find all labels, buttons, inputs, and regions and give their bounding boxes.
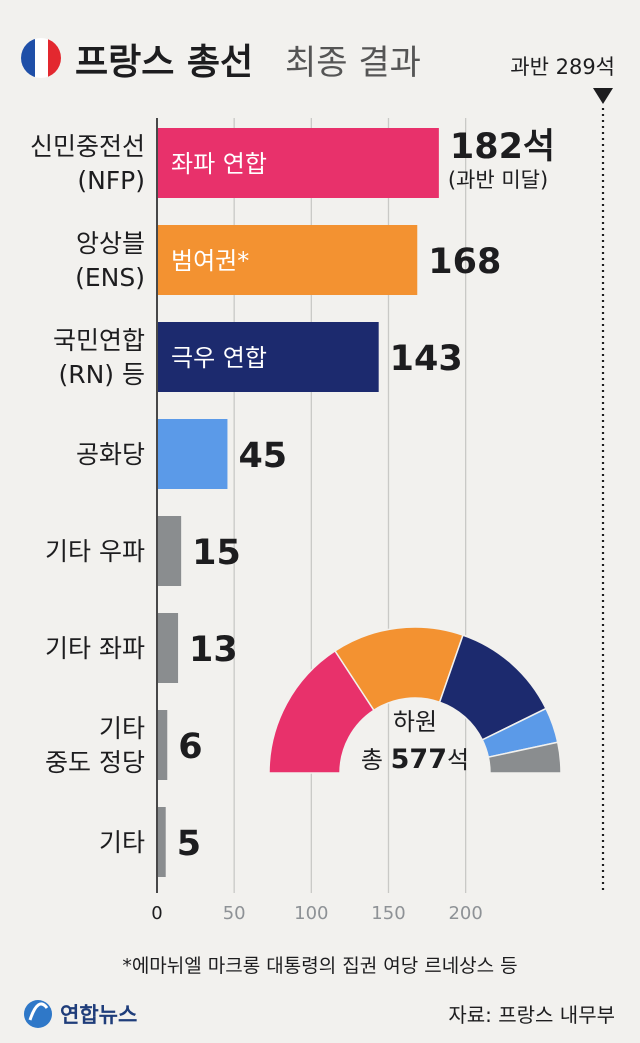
footnote: *에마뉘엘 마크롱 대통령의 집권 여당 르네상스 등 — [122, 955, 517, 977]
value-label: 13 — [189, 630, 238, 670]
bar — [158, 322, 379, 392]
donut-total-value: 577 — [391, 744, 447, 775]
category-label: 앙상블 — [76, 229, 145, 258]
category-label: 공화당 — [76, 440, 145, 469]
bars: 신민중전선 (NFP) 좌파 연합 182석(과반 미달) 앙상블 (ENS) 범여권* 16… — [30, 127, 555, 877]
bar — [158, 419, 228, 489]
seat-donut — [268, 626, 562, 774]
yonhap-logo-icon — [24, 1000, 52, 1028]
value-label: 5 — [177, 824, 201, 864]
bar-inside-label: 범여권* — [171, 247, 249, 275]
category-label: (NFP) — [77, 166, 145, 195]
x-tick-label: 200 — [448, 903, 482, 924]
bar — [158, 710, 168, 780]
title-bold: 프랑스 총선 — [75, 42, 253, 83]
category-label: 기타 좌파 — [45, 634, 145, 663]
bar-inside-label: 좌파 연합 — [171, 150, 267, 178]
value-label: 143 — [390, 339, 463, 379]
bar-note: (과반 미달) — [448, 168, 548, 192]
category-label: 중도 정당 — [45, 748, 145, 777]
donut-total-prefix: 총 — [361, 746, 391, 774]
value-label: 45 — [238, 436, 287, 476]
x-tick-label: 100 — [294, 903, 328, 924]
category-label: 기타 — [99, 828, 145, 857]
title-light: 최종 결과 — [285, 43, 421, 83]
value-label: 15 — [192, 533, 241, 573]
source: 자료: 프랑스 내무부 — [448, 1003, 615, 1027]
donut-total-suffix: 석 — [447, 746, 469, 774]
logo-text: 연합뉴스 — [60, 1003, 137, 1027]
value-label: 6 — [178, 727, 202, 767]
bar — [158, 516, 182, 586]
donut-segment — [487, 741, 562, 774]
category-label: (ENS) — [75, 263, 145, 292]
bar — [158, 128, 439, 198]
category-label: 국민연합 — [53, 326, 145, 355]
bar — [158, 225, 418, 295]
donut-center-label: 하원 — [393, 708, 437, 736]
value-label: 182석 — [450, 127, 555, 167]
category-label: 신민중전선 — [30, 132, 145, 161]
donut-total: 총 577석 — [361, 744, 469, 775]
bar-inside-label: 극우 연합 — [171, 344, 267, 372]
x-axis: 0 50 100 150 200 — [151, 903, 483, 924]
x-tick-label: 150 — [371, 903, 405, 924]
majority-marker-icon — [593, 88, 613, 104]
x-tick-label: 50 — [223, 903, 246, 924]
value-label: 168 — [428, 242, 501, 282]
category-label: (RN) 등 — [58, 360, 145, 389]
category-label: 기타 우파 — [45, 537, 145, 566]
header: 프랑스 총선 최종 결과 과반 289석 — [21, 38, 615, 104]
category-label: 기타 — [99, 714, 145, 743]
majority-label: 과반 289석 — [510, 55, 615, 79]
france-flag-icon — [21, 38, 61, 78]
bar — [158, 613, 179, 683]
bar — [158, 807, 166, 877]
x-tick-label: 0 — [151, 903, 162, 924]
